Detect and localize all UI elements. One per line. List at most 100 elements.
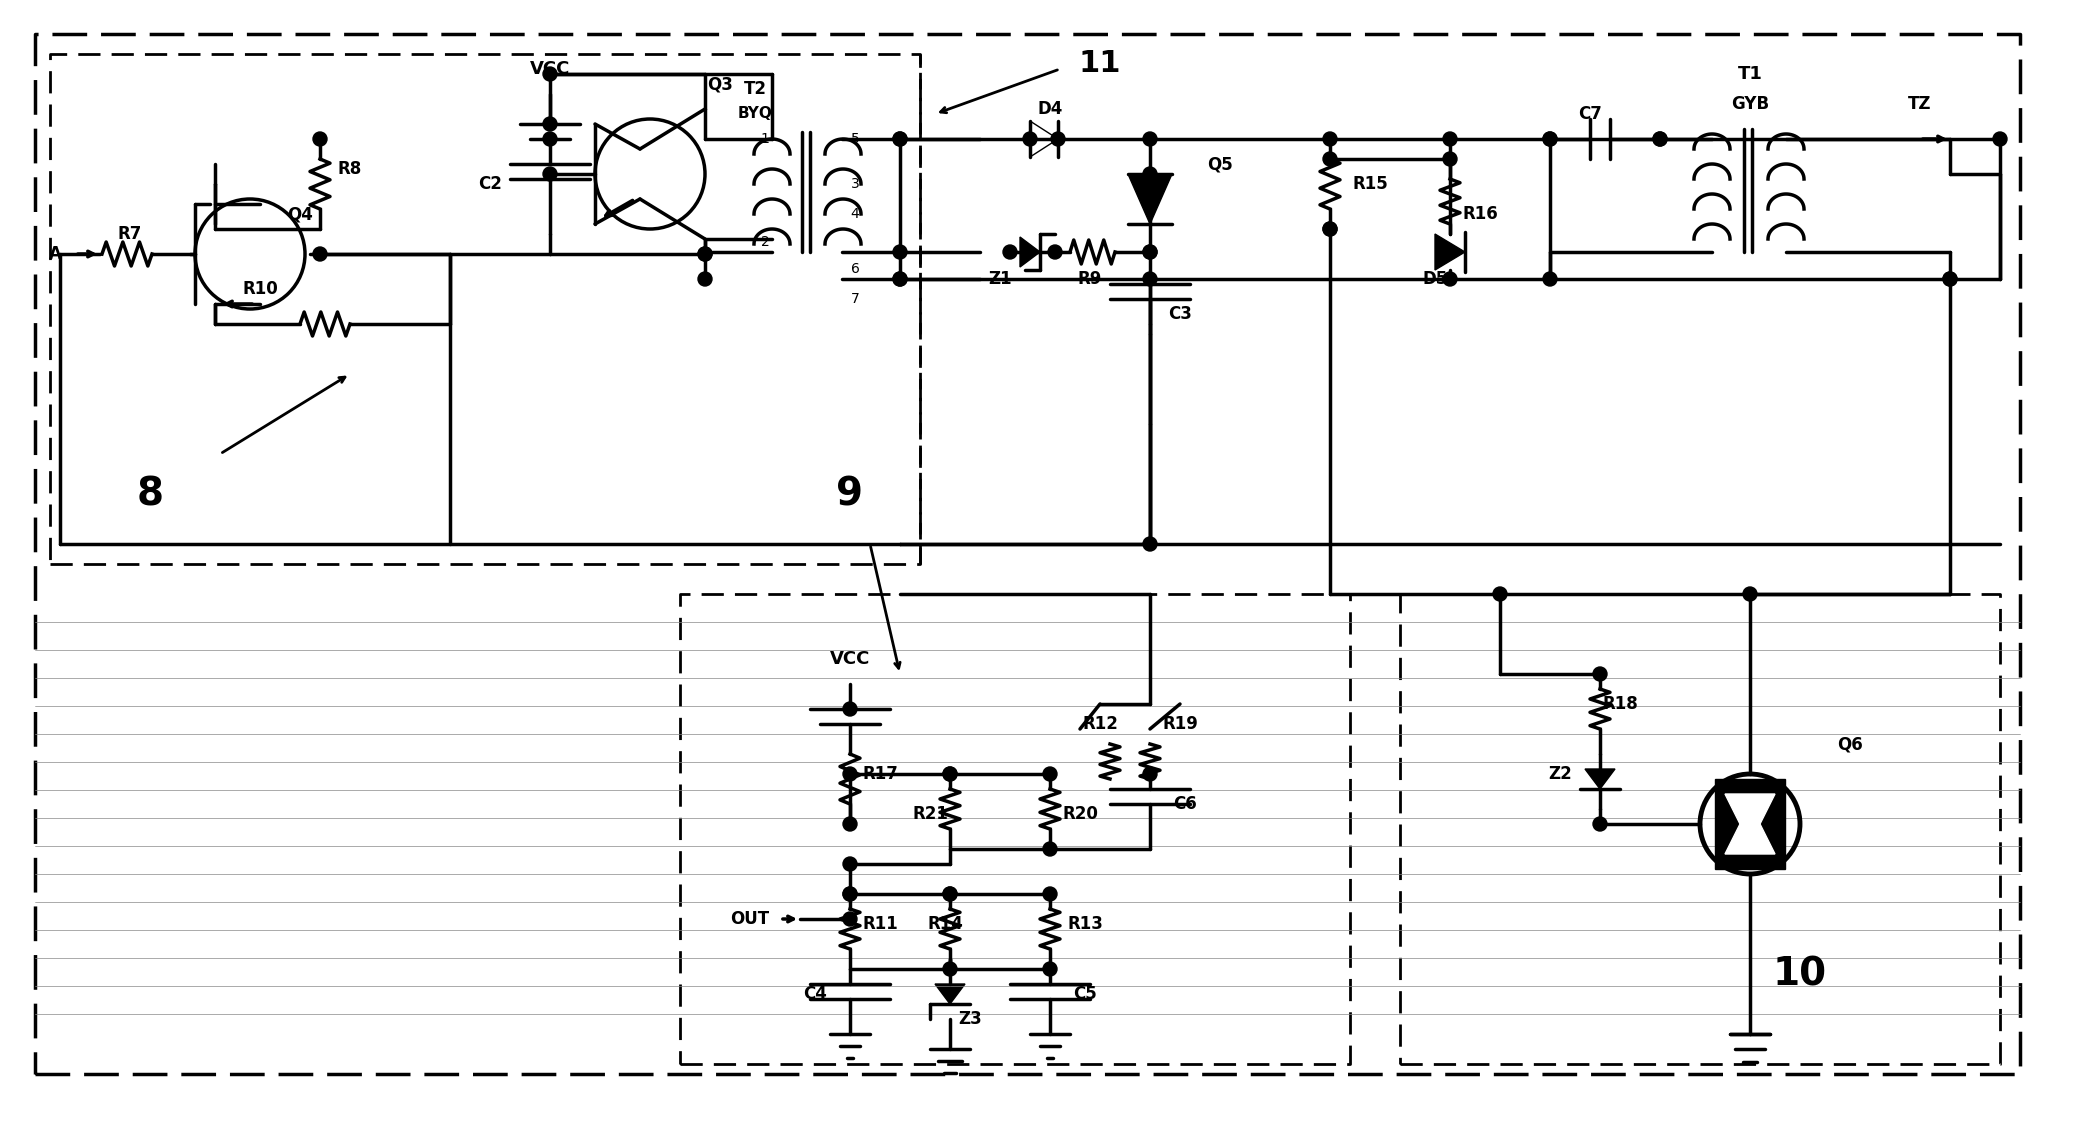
Text: 5: 5 — [851, 132, 859, 146]
Circle shape — [1943, 272, 1957, 285]
Text: VCC: VCC — [830, 650, 869, 668]
Text: R7: R7 — [119, 225, 141, 243]
Circle shape — [699, 247, 711, 261]
Circle shape — [1042, 842, 1057, 856]
Text: R18: R18 — [1602, 695, 1637, 713]
Text: R16: R16 — [1462, 205, 1498, 223]
Circle shape — [842, 817, 857, 831]
Text: 1: 1 — [761, 132, 770, 146]
Text: R15: R15 — [1352, 175, 1387, 193]
Text: GYB: GYB — [1731, 96, 1770, 114]
Circle shape — [1042, 767, 1057, 781]
Circle shape — [1144, 167, 1156, 181]
Text: C6: C6 — [1173, 795, 1196, 813]
Text: 7: 7 — [851, 292, 859, 306]
Text: R21: R21 — [911, 805, 948, 823]
Circle shape — [1144, 132, 1156, 146]
Text: T1: T1 — [1737, 65, 1762, 83]
Text: 4: 4 — [851, 207, 859, 221]
Circle shape — [1654, 132, 1666, 146]
Circle shape — [842, 887, 857, 901]
Circle shape — [543, 117, 557, 132]
Text: OUT: OUT — [730, 910, 770, 928]
Circle shape — [312, 247, 327, 261]
Polygon shape — [1127, 174, 1171, 224]
Circle shape — [842, 887, 857, 901]
Circle shape — [1943, 272, 1957, 285]
Text: C5: C5 — [1073, 985, 1096, 1003]
Polygon shape — [1030, 139, 1059, 157]
Circle shape — [842, 702, 857, 716]
Polygon shape — [936, 984, 965, 1004]
Text: C2: C2 — [478, 175, 501, 193]
Text: R9: R9 — [1077, 270, 1102, 288]
Polygon shape — [1716, 779, 1785, 869]
Circle shape — [892, 272, 907, 285]
Text: R11: R11 — [861, 915, 899, 933]
Circle shape — [842, 767, 857, 781]
Text: R10: R10 — [241, 280, 279, 298]
Circle shape — [892, 245, 907, 259]
Text: D4: D4 — [1038, 100, 1063, 118]
Circle shape — [1048, 245, 1063, 259]
Circle shape — [1743, 587, 1758, 601]
Circle shape — [1323, 223, 1337, 236]
Circle shape — [1144, 537, 1156, 551]
Text: Q4: Q4 — [287, 205, 312, 223]
Circle shape — [1993, 132, 2007, 146]
Circle shape — [842, 912, 857, 926]
Circle shape — [1042, 887, 1057, 901]
Circle shape — [1144, 245, 1156, 259]
Circle shape — [543, 167, 557, 181]
Circle shape — [1023, 132, 1038, 146]
Text: R14: R14 — [928, 915, 963, 933]
Text: 11: 11 — [1080, 49, 1121, 79]
Text: R19: R19 — [1163, 715, 1198, 733]
Circle shape — [1654, 132, 1666, 146]
Circle shape — [1444, 152, 1456, 166]
Circle shape — [1543, 132, 1558, 146]
Text: R12: R12 — [1082, 715, 1117, 733]
Polygon shape — [1030, 121, 1059, 139]
Circle shape — [543, 132, 557, 146]
Circle shape — [1323, 152, 1337, 166]
Circle shape — [842, 856, 857, 871]
Text: C3: C3 — [1169, 305, 1192, 323]
Text: 8: 8 — [137, 475, 164, 513]
Circle shape — [1050, 132, 1065, 146]
Text: R17: R17 — [861, 765, 899, 783]
Polygon shape — [1724, 794, 1774, 844]
Text: 2: 2 — [761, 235, 770, 250]
Text: D5: D5 — [1423, 270, 1448, 288]
Text: R20: R20 — [1063, 805, 1098, 823]
Text: BYQ: BYQ — [738, 107, 772, 121]
Circle shape — [942, 887, 957, 901]
Circle shape — [892, 132, 907, 146]
Circle shape — [1593, 817, 1608, 831]
Circle shape — [1323, 223, 1337, 236]
Text: 10: 10 — [1772, 955, 1826, 992]
Circle shape — [1042, 962, 1057, 976]
Polygon shape — [1019, 237, 1040, 268]
Circle shape — [892, 272, 907, 285]
Text: A: A — [48, 245, 62, 263]
Text: Q3: Q3 — [707, 75, 732, 93]
Polygon shape — [1585, 769, 1614, 789]
Text: T2: T2 — [743, 80, 768, 98]
Text: Q6: Q6 — [1837, 735, 1864, 753]
Text: R8: R8 — [337, 160, 362, 178]
Text: 6: 6 — [851, 262, 859, 277]
Polygon shape — [1435, 234, 1464, 270]
Text: Z1: Z1 — [988, 270, 1011, 288]
Text: VCC: VCC — [530, 60, 570, 78]
Circle shape — [1144, 272, 1156, 285]
Circle shape — [1543, 272, 1558, 285]
Circle shape — [942, 887, 957, 901]
Text: C7: C7 — [1579, 105, 1602, 123]
Circle shape — [942, 962, 957, 976]
Text: R13: R13 — [1067, 915, 1102, 933]
Circle shape — [1144, 767, 1156, 781]
Circle shape — [1444, 272, 1456, 285]
Circle shape — [1323, 132, 1337, 146]
Circle shape — [312, 132, 327, 146]
